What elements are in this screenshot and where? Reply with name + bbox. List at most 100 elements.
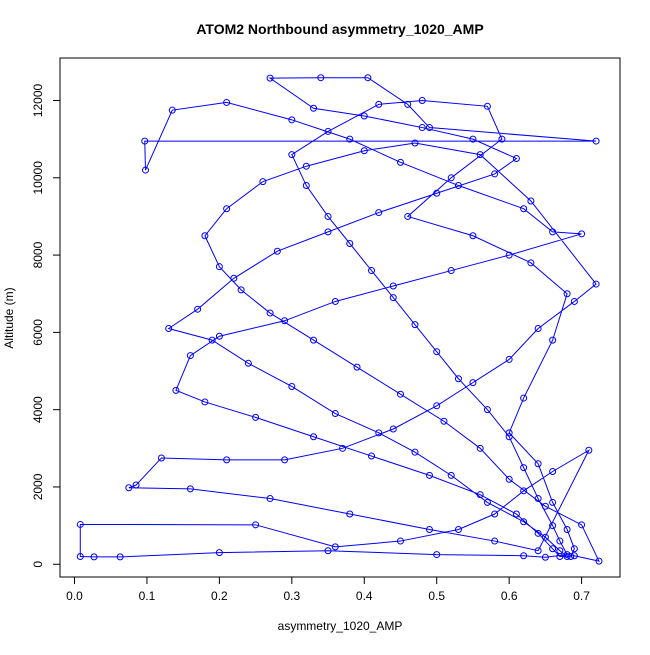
data-point	[331, 543, 339, 551]
x-axis-label: asymmetry_1020_AMP	[278, 619, 403, 633]
data-point	[132, 481, 140, 489]
y-tick-label: 12000	[31, 84, 45, 118]
data-point	[411, 321, 419, 329]
data-point	[549, 228, 557, 236]
data-line	[79, 77, 600, 562]
data-point	[425, 471, 433, 479]
data-point	[125, 484, 133, 492]
data-point	[454, 375, 462, 383]
data-point	[541, 533, 549, 541]
data-point	[570, 552, 578, 560]
data-point	[476, 444, 484, 452]
data-point	[567, 553, 575, 561]
data-point	[520, 464, 528, 472]
data-point	[266, 74, 274, 82]
data-point	[476, 491, 484, 499]
data-point	[476, 151, 484, 159]
y-tick-label: 6000	[31, 319, 45, 346]
data-point	[172, 386, 180, 394]
data-point	[491, 537, 499, 545]
data-point	[364, 74, 372, 82]
data-point	[396, 537, 404, 545]
data-point	[223, 98, 231, 106]
y-tick-label: 10000	[31, 161, 45, 195]
data-point	[570, 545, 578, 553]
data-point	[331, 297, 339, 305]
data-point	[505, 433, 513, 441]
data-point	[331, 410, 339, 418]
data-point	[469, 135, 477, 143]
data-point	[201, 398, 209, 406]
data-point	[375, 209, 383, 217]
data-point	[520, 205, 528, 213]
x-tick-label: 0.7	[573, 589, 590, 603]
x-tick-label: 0.3	[283, 589, 300, 603]
data-point	[259, 178, 267, 186]
data-point	[90, 553, 98, 561]
data-point	[244, 359, 252, 367]
data-point	[425, 525, 433, 533]
data-point	[447, 174, 455, 182]
data-point	[520, 487, 528, 495]
data-point	[505, 429, 513, 437]
x-tick-label: 0.4	[356, 589, 373, 603]
data-point	[288, 382, 296, 390]
data-point	[324, 212, 332, 220]
data-point	[223, 456, 231, 464]
data-point	[433, 189, 441, 197]
data-point	[368, 267, 376, 275]
data-point	[324, 228, 332, 236]
data-point	[368, 452, 376, 460]
data-point	[353, 363, 361, 371]
data-point	[512, 510, 520, 518]
data-point	[520, 518, 528, 526]
data-point	[563, 553, 571, 561]
data-point	[425, 124, 433, 132]
x-tick-label: 0.1	[139, 589, 156, 603]
data-point	[404, 212, 412, 220]
y-axis-label: Altitude (m)	[2, 287, 16, 348]
data-point	[389, 294, 397, 302]
data-point	[433, 348, 441, 356]
data-point	[527, 197, 535, 205]
data-point	[505, 475, 513, 483]
data-point	[534, 325, 542, 333]
data-point	[310, 336, 318, 344]
data-point	[310, 104, 318, 112]
data-point	[201, 232, 209, 240]
y-tick-label: 4000	[31, 396, 45, 423]
data-point	[186, 352, 194, 360]
x-tick-label: 0.6	[501, 589, 518, 603]
data-point	[563, 290, 571, 298]
data-point	[310, 433, 318, 441]
data-point	[491, 170, 499, 178]
data-point	[469, 232, 477, 240]
data-point	[549, 498, 557, 506]
data-point	[433, 402, 441, 410]
plot-frame	[59, 57, 621, 578]
data-point	[165, 325, 173, 333]
data-point	[389, 282, 397, 290]
data-point	[563, 551, 571, 559]
data-point	[396, 158, 404, 166]
data-point	[76, 520, 84, 528]
data-point	[585, 446, 593, 454]
data-point	[418, 97, 426, 105]
data-point	[339, 444, 347, 452]
data-point	[595, 557, 603, 565]
data-point	[505, 355, 513, 363]
data-point	[252, 521, 260, 529]
data-point	[288, 116, 296, 124]
data-point	[483, 406, 491, 414]
data-point	[534, 547, 542, 555]
data-point	[483, 498, 491, 506]
data-point	[447, 267, 455, 275]
data-point	[288, 151, 296, 159]
data-point	[498, 135, 506, 143]
data-point	[578, 230, 586, 238]
data-point	[454, 525, 462, 533]
data-point	[411, 139, 419, 147]
data-point	[433, 551, 441, 559]
data-point	[223, 205, 231, 213]
